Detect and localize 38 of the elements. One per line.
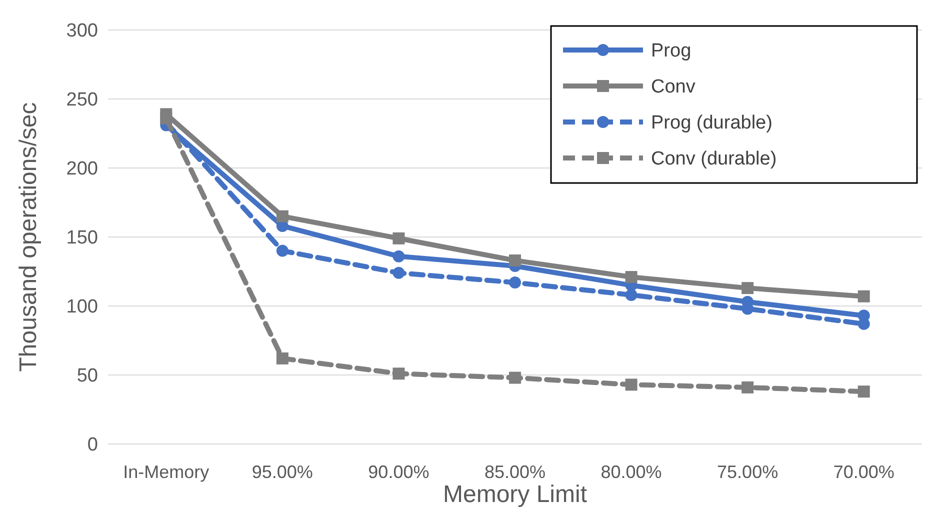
y-tick-label: 200 [66,158,98,180]
y-tick-label: 300 [66,20,98,42]
x-axis-title: Memory Limit [442,481,588,508]
x-tick-label: 90.00% [368,462,430,482]
x-tick-label: In-Memory [123,462,210,482]
point [509,372,521,384]
x-tick-label: 85.00% [484,462,546,482]
point [625,288,638,301]
point [625,378,638,391]
x-tick-label: 75.00% [717,462,778,482]
y-tick-label: 150 [66,228,98,249]
point [392,266,405,279]
y-tick-label: 0 [87,434,98,456]
x-tick-label: 95.00% [252,462,313,482]
x-tick-label: 70.00% [833,462,894,482]
x-tick-label: 80.00% [600,462,662,482]
point [742,381,754,394]
point [160,112,172,124]
y-axis-title: Thousand operations/sec [15,102,42,372]
point [276,244,288,257]
y-tick-label: 50 [76,366,98,387]
legend-label: Conv [651,76,696,98]
point [509,276,521,289]
y-tick-label: 100 [66,296,98,318]
y-tick-label: 250 [66,90,98,111]
point [392,232,405,244]
point [276,210,288,222]
legend-label: Prog [651,40,692,62]
point [509,254,521,266]
point [742,282,754,294]
point [625,271,638,284]
point [858,386,870,398]
point [392,250,405,262]
point [392,368,405,380]
legend-label: Prog (durable) [651,112,772,134]
legend-label: Conv (durable) [651,148,777,170]
point [858,290,870,302]
point [276,352,288,364]
